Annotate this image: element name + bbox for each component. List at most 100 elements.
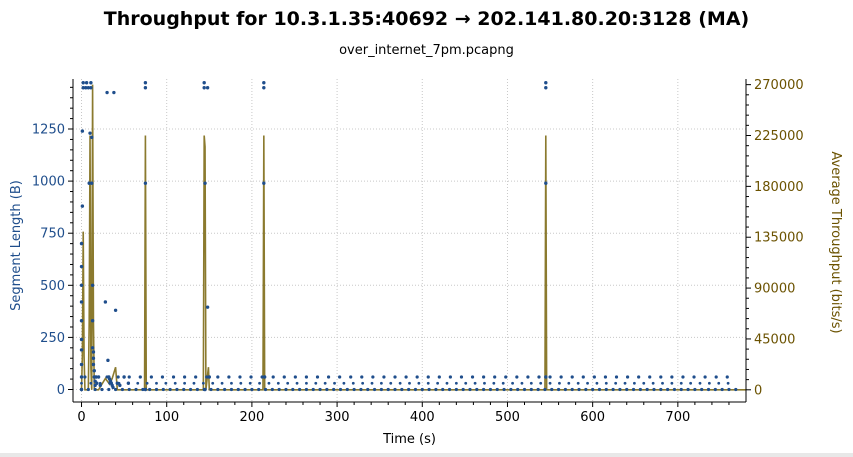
segment-point bbox=[604, 381, 608, 385]
segment-point bbox=[515, 375, 519, 379]
segment-point bbox=[89, 381, 93, 385]
segment-point bbox=[138, 375, 142, 379]
segment-point bbox=[670, 381, 674, 385]
segment-point bbox=[426, 375, 430, 379]
segment-point bbox=[96, 375, 101, 379]
segment-point bbox=[597, 387, 602, 392]
segment-point bbox=[171, 375, 176, 379]
y-left-tick-label: 500 bbox=[40, 279, 65, 294]
segment-point bbox=[175, 387, 179, 392]
x-axis-label: Time (s) bbox=[382, 432, 436, 447]
segment-point bbox=[332, 387, 336, 392]
segment-point bbox=[107, 387, 111, 392]
segment-point bbox=[361, 381, 365, 385]
segment-point bbox=[495, 387, 499, 392]
segment-point bbox=[475, 387, 479, 392]
segment-point bbox=[614, 381, 618, 385]
segment-point bbox=[461, 387, 465, 392]
x-tick-label: 700 bbox=[665, 410, 690, 425]
segment-point bbox=[90, 319, 95, 323]
segment-point bbox=[116, 375, 120, 379]
segment-point bbox=[194, 375, 198, 379]
segment-point bbox=[638, 387, 642, 392]
segment-point bbox=[93, 387, 97, 392]
segment-point bbox=[482, 375, 486, 379]
segment-point bbox=[239, 381, 243, 385]
segment-point bbox=[581, 375, 585, 379]
segment-point bbox=[118, 383, 122, 388]
segment-point bbox=[548, 381, 552, 385]
segment-point bbox=[603, 375, 608, 379]
segment-point bbox=[98, 383, 102, 388]
segment-point bbox=[570, 387, 574, 392]
segment-point bbox=[333, 381, 336, 385]
segment-point bbox=[520, 381, 524, 385]
segment-point bbox=[127, 375, 131, 379]
segment-point bbox=[544, 181, 548, 185]
x-tick-label: 500 bbox=[495, 410, 520, 425]
y-right-tick-label: 45000 bbox=[754, 332, 795, 347]
segment-point bbox=[263, 387, 268, 392]
segment-point bbox=[661, 381, 664, 385]
segment-point bbox=[413, 387, 418, 392]
segment-point bbox=[311, 387, 315, 392]
segment-point bbox=[86, 387, 90, 392]
segment-point bbox=[220, 381, 224, 385]
segment-point bbox=[631, 387, 636, 392]
segment-point bbox=[359, 387, 363, 392]
segment-point bbox=[182, 387, 186, 392]
segment-point bbox=[454, 381, 458, 385]
segment-point bbox=[80, 381, 83, 385]
segment-point bbox=[79, 300, 84, 304]
segment-point bbox=[164, 381, 168, 385]
segment-point bbox=[441, 387, 445, 392]
y-right-tick-label: 135000 bbox=[754, 231, 804, 246]
segment-point bbox=[470, 375, 475, 379]
segment-point bbox=[323, 381, 327, 385]
segment-point bbox=[522, 387, 527, 392]
segment-point bbox=[304, 387, 309, 392]
x-tick-label: 300 bbox=[325, 410, 350, 425]
segment-point bbox=[100, 387, 104, 392]
segment-point bbox=[689, 381, 693, 385]
segment-point bbox=[143, 86, 148, 90]
segment-point bbox=[105, 90, 109, 95]
segment-point bbox=[659, 387, 663, 392]
segment-point bbox=[262, 181, 266, 185]
segment-point bbox=[509, 387, 513, 392]
segment-point bbox=[493, 375, 497, 379]
segment-point bbox=[79, 387, 84, 392]
segment-point bbox=[216, 375, 220, 379]
segment-point bbox=[202, 86, 206, 90]
segment-point bbox=[229, 387, 234, 392]
segment-point bbox=[342, 381, 346, 385]
segment-point bbox=[548, 375, 552, 379]
segment-point bbox=[149, 375, 153, 379]
segment-point bbox=[492, 381, 496, 385]
segment-point bbox=[293, 375, 297, 379]
segment-point bbox=[529, 387, 533, 392]
segment-point bbox=[473, 381, 477, 385]
throughput-line bbox=[80, 84, 746, 391]
segment-point bbox=[250, 387, 254, 392]
segment-point bbox=[238, 375, 242, 379]
segment-point bbox=[91, 356, 96, 360]
segment-point bbox=[205, 86, 210, 90]
segment-point bbox=[407, 387, 411, 392]
segment-point bbox=[576, 381, 580, 385]
segment-point bbox=[192, 381, 196, 385]
segment-point bbox=[90, 135, 94, 140]
segment-point bbox=[79, 264, 84, 269]
segment-point bbox=[282, 375, 286, 379]
throughput-series bbox=[80, 84, 746, 391]
segment-point bbox=[501, 381, 505, 385]
segment-point bbox=[408, 381, 411, 385]
segment-point bbox=[570, 375, 574, 379]
segment-point bbox=[592, 375, 596, 379]
segment-point bbox=[284, 387, 288, 392]
segment-point bbox=[539, 381, 543, 385]
x-tick-label: 400 bbox=[410, 410, 435, 425]
segment-point bbox=[550, 387, 554, 392]
segment-point bbox=[94, 375, 98, 379]
